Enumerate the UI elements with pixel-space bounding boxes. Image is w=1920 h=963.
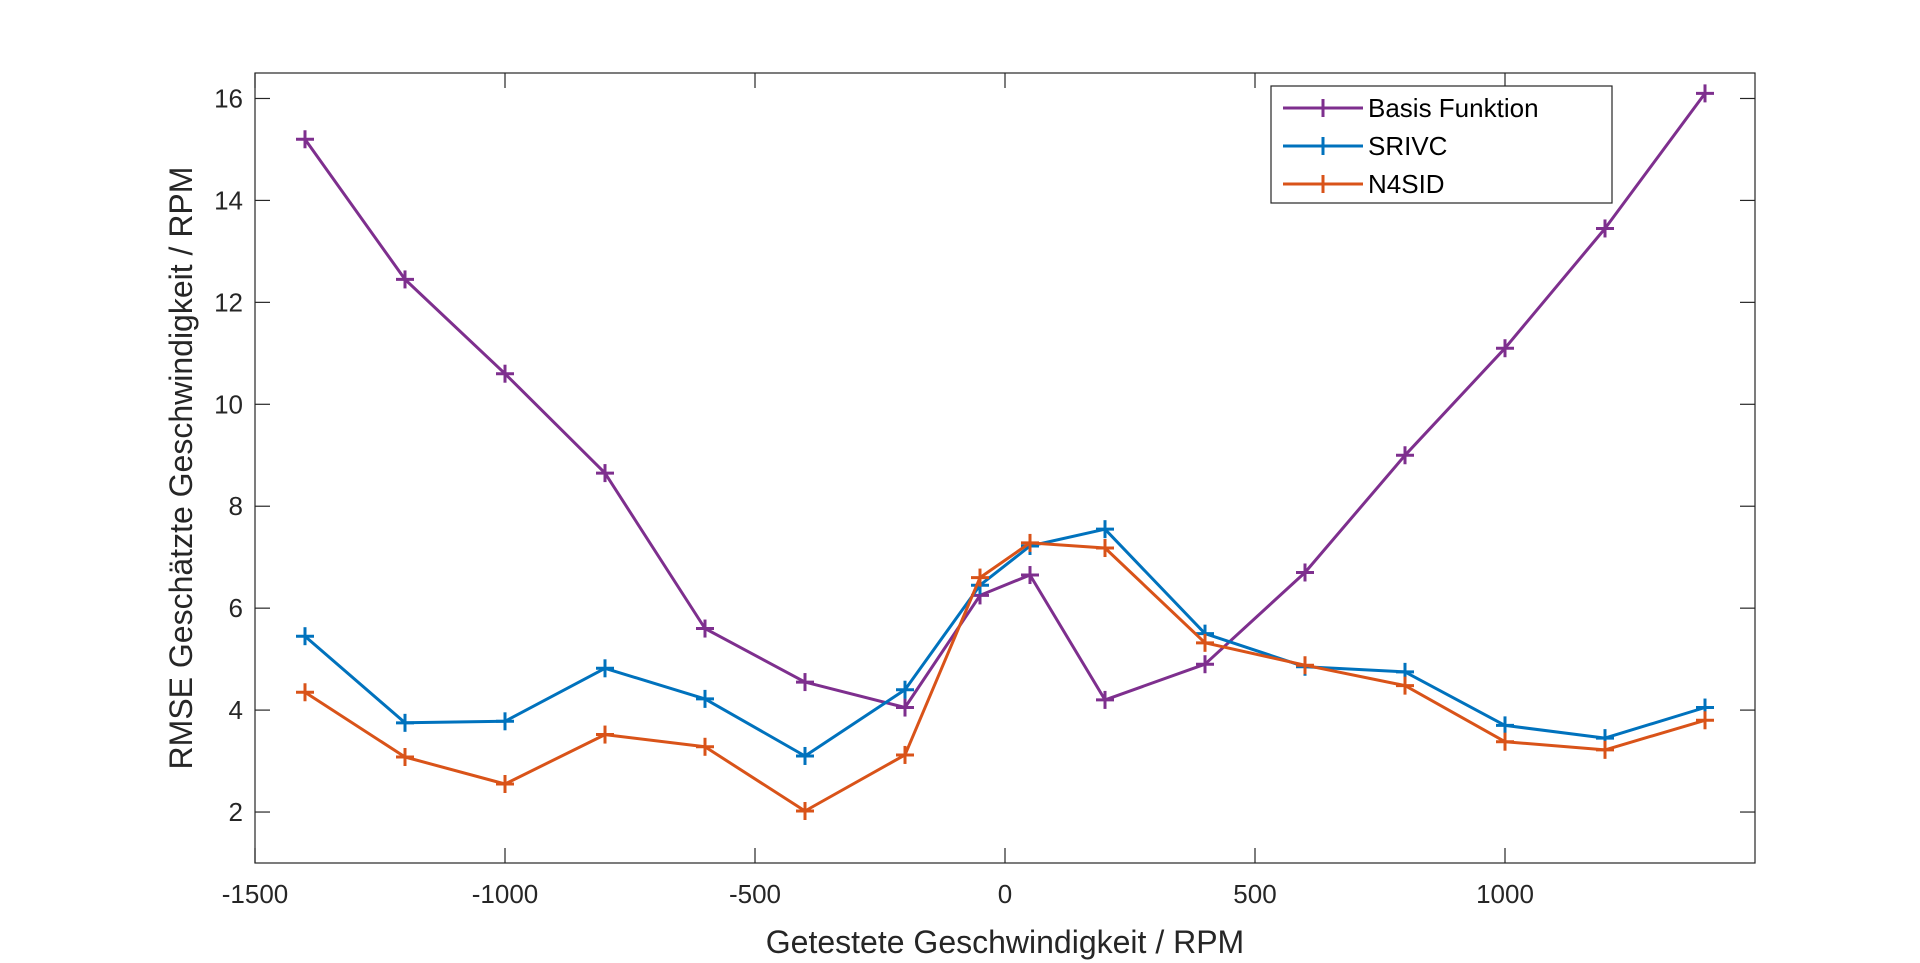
y-tick-label: 14 — [214, 185, 243, 215]
data-point-srivc — [896, 680, 914, 699]
data-point-basis-funktion — [496, 364, 514, 383]
data-point-srivc — [596, 659, 614, 678]
data-point-basis-funktion — [1196, 655, 1214, 674]
plot-frame — [254, 72, 1756, 864]
legend-label: SRIVC — [1368, 131, 1447, 161]
y-axis-label: RMSE Geschätzte Geschwindigkeit / RPM — [163, 167, 199, 770]
series-line-n4sid — [304, 541, 1706, 813]
legend: Basis Funktion SRIVC N4SID — [1270, 85, 1613, 204]
data-point-n4sid — [1196, 633, 1214, 652]
data-point-srivc — [396, 713, 414, 732]
legend-label: Basis Funktion — [1368, 93, 1539, 123]
x-tick-label: 0 — [998, 879, 1012, 909]
data-point-srivc — [296, 627, 314, 646]
x-tick-label: 500 — [1233, 879, 1276, 909]
data-point-n4sid — [1096, 539, 1114, 558]
data-point-n4sid — [1596, 740, 1614, 759]
series-line-srivc — [304, 527, 1706, 758]
data-point-n4sid — [796, 802, 814, 821]
data-point-n4sid — [496, 775, 514, 793]
data-point-basis-funktion — [1021, 566, 1039, 585]
x-tick-label: -500 — [729, 879, 781, 909]
y-tick-label: 2 — [229, 797, 243, 827]
legend-item-n4sid: N4SID — [1283, 169, 1445, 199]
data-point-basis-funktion — [396, 270, 414, 289]
data-point-basis-funktion — [1596, 219, 1614, 238]
ticks-layer: -1500 -1000 -500 0 500 1000 2 4 6 8 10 12 14 16 — [214, 73, 1755, 909]
legend-item-basis-funktion: Basis Funktion — [1283, 93, 1539, 123]
series-line-basis-funktion — [303, 92, 1707, 709]
legend-item-srivc: SRIVC — [1283, 131, 1447, 161]
y-tick-label: 8 — [229, 491, 243, 521]
data-point-n4sid — [596, 725, 614, 744]
x-tick-label: 1000 — [1476, 879, 1534, 909]
data-point-n4sid — [896, 745, 914, 764]
data-point-n4sid — [1496, 732, 1514, 751]
data-point-n4sid — [396, 747, 414, 766]
data-point-basis-funktion — [1696, 84, 1714, 103]
data-point-basis-funktion — [1096, 690, 1114, 709]
x-axis-label: Getestete Geschwindigkeit / RPM — [766, 924, 1244, 960]
y-tick-label: 16 — [214, 83, 243, 113]
data-point-n4sid — [1696, 711, 1714, 730]
x-tick-label: -1000 — [472, 879, 539, 909]
data-point-n4sid — [1021, 533, 1039, 552]
y-tick-label: 10 — [214, 389, 243, 419]
legend-label: N4SID — [1368, 169, 1445, 199]
data-point-n4sid — [296, 683, 314, 702]
data-point-basis-funktion — [796, 673, 814, 692]
data-point-basis-funktion — [596, 464, 614, 483]
data-point-n4sid — [971, 568, 989, 587]
legend-items: Basis Funktion SRIVC N4SID — [1283, 93, 1539, 199]
data-point-srivc — [1496, 716, 1514, 735]
data-point-srivc — [696, 689, 714, 708]
y-tick-label: 6 — [229, 593, 243, 623]
data-point-basis-funktion — [1296, 563, 1314, 582]
data-point-basis-funktion — [1496, 339, 1514, 358]
y-tick-label: 12 — [214, 287, 243, 317]
data-point-srivc — [496, 712, 514, 731]
data-point-basis-funktion — [896, 698, 914, 717]
series-layer — [296, 84, 1714, 821]
data-point-n4sid — [696, 737, 714, 756]
x-tick-label: -1500 — [222, 879, 289, 909]
data-point-basis-funktion — [1396, 446, 1414, 465]
data-point-srivc — [796, 746, 814, 765]
data-point-srivc — [1096, 520, 1114, 539]
data-point-n4sid — [1296, 656, 1314, 675]
y-tick-label: 4 — [229, 695, 243, 725]
data-point-n4sid — [1396, 676, 1414, 695]
data-point-basis-funktion — [696, 619, 714, 638]
data-point-basis-funktion — [296, 130, 314, 149]
